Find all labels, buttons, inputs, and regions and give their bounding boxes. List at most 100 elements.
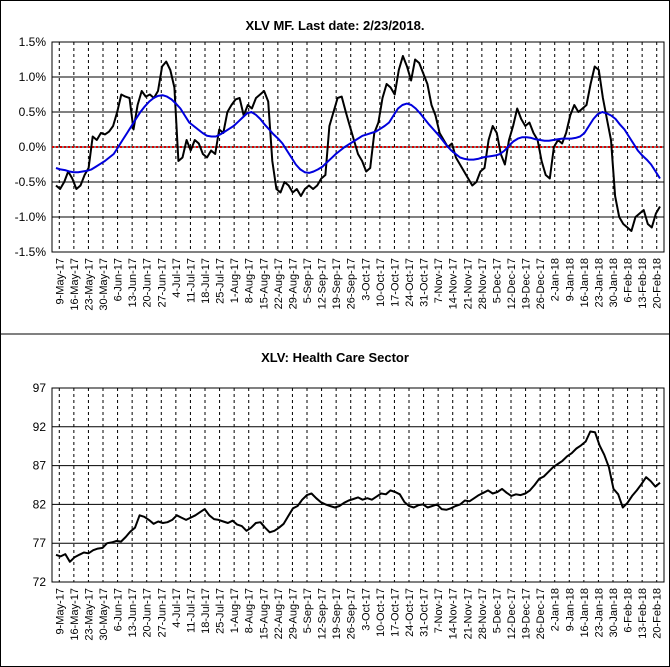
mf-chart-x-tick-label: 30-May-17 — [98, 258, 110, 311]
mf-chart-y-tick-label: -0.5% — [15, 175, 47, 189]
price-chart-x-tick-label: 19-Sep-17 — [331, 588, 343, 639]
mf-chart: 9-May-17 16-May-17 23-May-17 30-May-17 6-Jun… — [15, 35, 665, 311]
price-chart-y-tick-label: 82 — [33, 497, 47, 511]
mf-chart-x-tick-label: 16-May-17 — [69, 258, 81, 311]
price-chart-x-tick-label: 5-Dec-17 — [491, 588, 503, 633]
mf-chart-x-tick-label: 5-Dec-17 — [491, 258, 503, 303]
mf-chart-x-tick-label: 28-Nov-17 — [477, 258, 489, 309]
mf-chart-x-tick-label: 9-Jan-18 — [564, 258, 576, 301]
price-chart-x-tick-label: 21-Nov-17 — [462, 588, 474, 639]
mf-chart-x-tick-label: 23-Jan-18 — [593, 258, 605, 308]
price-chart-x-tick-label: 4-Jul-17 — [171, 588, 183, 628]
price-chart-y-tick-label: 87 — [33, 459, 47, 473]
mf-chart-x-tick-label: 10-Oct-17 — [375, 258, 387, 307]
price-chart-x-tick-label: 6-Jun-17 — [113, 588, 125, 631]
price-chart-x-tick-label: 5-Sep-17 — [302, 588, 314, 633]
price-chart-x-tick-label: 1-Aug-17 — [229, 588, 241, 633]
mf-chart-x-tick-label: 29-Aug-17 — [287, 258, 299, 309]
mf-chart-x-tick-label: 30-Jan-18 — [608, 258, 620, 308]
price-chart-x-tick-label: 18-Jul-17 — [200, 588, 212, 634]
price-chart-x-tick-label: 24-Oct-17 — [404, 588, 416, 637]
mf-chart-series-1-line — [55, 55, 661, 232]
mf-chart-x-tick-label: 13-Feb-18 — [637, 258, 649, 309]
price-chart-x-tick-label: 6-Feb-18 — [623, 588, 635, 633]
mf-chart-x-tick-label: 15-Aug-17 — [258, 258, 270, 309]
mf-chart-x-tick-label: 7-Nov-17 — [433, 258, 445, 303]
mf-chart-y-tick-label: -1.5% — [15, 245, 47, 259]
mf-chart-x-tick-label: 6-Jun-17 — [113, 258, 125, 301]
price-chart-x-tick-label: 26-Dec-17 — [535, 588, 547, 639]
price-chart-x-tick-label: 14-Nov-17 — [448, 588, 460, 639]
chart-1-title: XLV MF. Last date: 2/23/2018. — [246, 18, 425, 33]
mf-chart-x-tick-label: 13-Jun-17 — [127, 258, 139, 308]
price-chart-y-tick-label: 97 — [33, 381, 47, 395]
price-chart-x-tick-label: 17-Oct-17 — [389, 588, 401, 637]
price-chart-x-tick-label: 31-Oct-17 — [419, 588, 431, 637]
mf-chart-x-tick-label: 20-Jun-17 — [142, 258, 154, 308]
price-chart-x-tick-label: 12-Sep-17 — [317, 588, 329, 639]
mf-chart-x-tick-label: 21-Nov-17 — [462, 258, 474, 309]
mf-chart-y-tick-label: 1.0% — [19, 70, 47, 84]
mf-chart-y-tick-label: 1.5% — [19, 35, 47, 49]
mf-chart-x-tick-label: 31-Oct-17 — [419, 258, 431, 307]
mf-chart-x-tick-label: 1-Aug-17 — [229, 258, 241, 303]
mf-chart-x-tick-label: 27-Jun-17 — [156, 258, 168, 308]
price-chart-x-tick-label: 30-May-17 — [98, 588, 110, 641]
price-chart-x-tick-label: 13-Jun-17 — [127, 588, 139, 638]
mf-chart-x-tick-label: 23-May-17 — [83, 258, 95, 311]
mf-chart-x-tick-label: 2-Jan-18 — [550, 258, 562, 301]
price-chart-x-tick-label: 23-May-17 — [83, 588, 95, 641]
mf-chart-x-tick-label: 12-Dec-17 — [506, 258, 518, 309]
price-chart-x-tick-label: 22-Aug-17 — [273, 588, 285, 639]
price-chart-x-tick-label: 2-Jan-18 — [550, 588, 562, 631]
mf-chart-x-tick-label: 16-Jan-18 — [579, 258, 591, 308]
mf-chart-x-tick-label: 17-Oct-17 — [389, 258, 401, 307]
price-chart-x-tick-label: 3-Oct-17 — [360, 588, 372, 631]
price-chart-x-tick-label: 27-Jun-17 — [156, 588, 168, 638]
price-chart-x-tick-label: 9-May-17 — [54, 588, 66, 634]
price-chart-y-tick-label: 72 — [33, 575, 47, 589]
price-chart-x-tick-label: 29-Aug-17 — [287, 588, 299, 639]
price-chart-x-tick-label: 10-Oct-17 — [375, 588, 387, 637]
price-chart-x-tick-label: 11-Jul-17 — [185, 588, 197, 633]
price-chart-x-tick-label: 16-Jan-18 — [579, 588, 591, 638]
price-chart-x-tick-label: 13-Feb-18 — [637, 588, 649, 639]
mf-chart-x-tick-label: 25-Jul-17 — [215, 258, 227, 304]
mf-chart-x-tick-label: 9-May-17 — [54, 258, 66, 304]
price-chart-x-tick-label: 12-Dec-17 — [506, 588, 518, 639]
mf-chart-x-tick-label: 3-Oct-17 — [360, 258, 372, 301]
mf-chart-x-tick-label: 19-Sep-17 — [331, 258, 343, 309]
price-chart-y-tick-label: 92 — [33, 420, 47, 434]
mf-chart-x-tick-label: 24-Oct-17 — [404, 258, 416, 307]
mf-chart-y-tick-label: 0.0% — [19, 140, 47, 154]
price-chart-x-tick-label: 23-Jan-18 — [593, 588, 605, 638]
price-chart-x-tick-label: 9-Jan-18 — [564, 588, 576, 631]
mf-chart-y-tick-label: 0.5% — [19, 105, 47, 119]
price-chart: 9-May-17 16-May-17 23-May-17 30-May-17 6-Jun… — [33, 381, 665, 641]
mf-chart-series-2-line — [55, 94, 661, 180]
price-chart-series-1-line — [55, 430, 661, 563]
price-chart-x-tick-label: 20-Jun-17 — [142, 588, 154, 638]
price-chart-x-tick-label: 7-Nov-17 — [433, 588, 445, 633]
mf-chart-x-tick-label: 26-Sep-17 — [346, 258, 358, 309]
price-chart-x-tick-label: 20-Feb-18 — [652, 588, 664, 639]
mf-chart-x-tick-label: 20-Feb-18 — [652, 258, 664, 309]
mf-chart-x-tick-label: 18-Jul-17 — [200, 258, 212, 304]
price-chart-plot-area — [51, 387, 665, 583]
mf-chart-x-tick-label: 26-Dec-17 — [535, 258, 547, 309]
mf-chart-x-tick-label: 5-Sep-17 — [302, 258, 314, 303]
mf-chart-x-tick-label: 6-Feb-18 — [623, 258, 635, 303]
mf-chart-x-tick-label: 19-Dec-17 — [521, 258, 533, 309]
price-chart-x-tick-label: 30-Jan-18 — [608, 588, 620, 638]
mf-chart-x-tick-label: 12-Sep-17 — [317, 258, 329, 309]
price-chart-x-tick-label: 19-Dec-17 — [521, 588, 533, 639]
price-chart-x-tick-label: 26-Sep-17 — [346, 588, 358, 639]
chart-2-title: XLV: Health Care Sector — [261, 350, 409, 365]
mf-chart-y-tick-label: -1.0% — [15, 210, 47, 224]
mf-chart-x-tick-label: 22-Aug-17 — [273, 258, 285, 309]
price-chart-x-tick-label: 8-Aug-17 — [244, 588, 256, 633]
price-chart-y-tick-label: 77 — [33, 536, 47, 550]
price-chart-x-tick-label: 16-May-17 — [69, 588, 81, 641]
